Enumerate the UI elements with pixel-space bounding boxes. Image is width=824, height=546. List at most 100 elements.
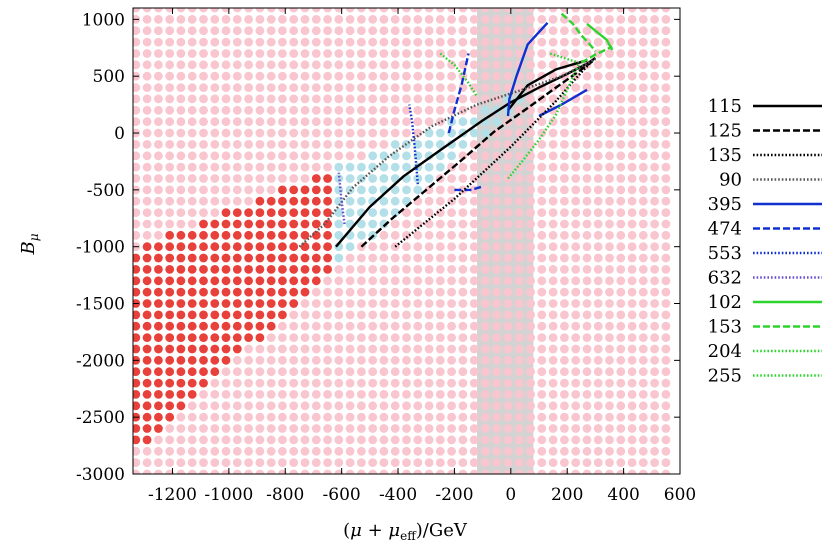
- scan-point-excluded: [142, 196, 152, 206]
- scan-point-excluded: [582, 412, 592, 422]
- scan-point-excluded: [571, 208, 581, 218]
- scan-point-excluded: [154, 230, 163, 240]
- scan-point-excluded: [133, 446, 141, 456]
- scan-point-excluded: [582, 94, 592, 104]
- scan-point-excluded: [368, 424, 378, 433]
- scan-point-excluded: [627, 424, 637, 433]
- scan-point-excluded: [232, 60, 242, 70]
- scan-point-red: [142, 424, 152, 433]
- scan-point-red: [142, 355, 152, 365]
- scan-point-excluded: [402, 8, 411, 13]
- scan-point-excluded: [424, 117, 434, 127]
- scan-point-excluded: [548, 242, 558, 252]
- scan-point-excluded: [458, 253, 468, 263]
- scan-point-excluded: [311, 128, 321, 138]
- scan-point-red: [187, 310, 197, 320]
- scan-point-excluded: [458, 390, 468, 399]
- scan-point-excluded: [300, 49, 310, 58]
- scan-point-excluded: [526, 390, 535, 399]
- scan-point-excluded: [133, 8, 141, 13]
- scan-point-excluded: [255, 435, 265, 445]
- scan-point-excluded: [571, 265, 581, 274]
- scan-point-excluded: [345, 412, 355, 422]
- scan-point-excluded: [165, 60, 175, 70]
- scan-point-red: [300, 208, 310, 218]
- scan-point-excluded: [345, 344, 355, 354]
- scan-point-excluded: [616, 287, 626, 297]
- scan-point-excluded: [481, 37, 490, 47]
- scan-point-excluded: [469, 310, 479, 320]
- scan-point-excluded: [481, 390, 490, 399]
- y-tick-label: -500: [87, 181, 125, 201]
- scan-point-excluded: [244, 344, 254, 354]
- scan-point-excluded: [458, 355, 468, 365]
- scan-point-excluded: [424, 196, 434, 206]
- scan-point-excluded: [187, 196, 197, 206]
- scan-point-excluded: [638, 26, 648, 36]
- scan-point-red: [244, 242, 254, 252]
- scan-point-excluded: [345, 287, 355, 297]
- scan-point-blue: [413, 174, 423, 183]
- scan-point-red: [133, 367, 141, 377]
- scan-point-excluded: [133, 469, 141, 474]
- scan-point-excluded: [593, 367, 603, 377]
- scan-point-excluded: [357, 378, 366, 388]
- scan-point-excluded: [255, 49, 265, 58]
- scan-point-excluded: [593, 242, 603, 252]
- scan-point-excluded: [661, 117, 671, 127]
- scan-point-excluded: [447, 26, 456, 36]
- scan-point-excluded: [199, 26, 208, 36]
- scan-point-excluded: [469, 401, 479, 411]
- scan-point-red: [323, 265, 332, 274]
- scan-point-red: [232, 287, 242, 297]
- scan-point-excluded: [334, 71, 344, 81]
- scan-point-excluded: [571, 219, 581, 229]
- scan-point-blue: [424, 140, 434, 149]
- y-tick-label: 0: [114, 124, 125, 144]
- scan-point-excluded: [582, 378, 592, 388]
- scan-point-excluded: [368, 378, 378, 388]
- scan-point-excluded: [402, 310, 411, 320]
- scan-point-excluded: [605, 117, 614, 127]
- scan-point-excluded: [492, 196, 502, 206]
- scan-point-excluded: [154, 94, 163, 104]
- scan-point-red: [210, 276, 220, 286]
- scan-point-excluded: [638, 71, 648, 81]
- curves-layer: [298, 12, 614, 248]
- scan-point-excluded: [357, 458, 366, 467]
- scan-point-excluded: [142, 8, 152, 13]
- scan-point-excluded: [481, 185, 490, 195]
- scan-point-excluded: [469, 446, 479, 456]
- scan-point-excluded: [413, 412, 423, 422]
- scan-point-excluded: [266, 117, 276, 127]
- scan-point-excluded: [379, 128, 389, 138]
- scan-point-excluded: [278, 446, 287, 456]
- scan-point-excluded: [413, 321, 423, 331]
- scan-point-excluded: [435, 83, 445, 92]
- scan-point-red: [255, 287, 265, 297]
- scan-point-excluded: [537, 196, 547, 206]
- scan-point-excluded: [402, 287, 411, 297]
- scan-point-excluded: [368, 401, 378, 411]
- scan-point-excluded: [413, 355, 423, 365]
- scan-point-excluded: [232, 390, 242, 399]
- scan-point-excluded: [503, 378, 513, 388]
- scan-point-excluded: [390, 333, 400, 342]
- scan-point-red: [300, 219, 310, 229]
- scan-point-excluded: [334, 8, 344, 13]
- scan-point-excluded: [255, 424, 265, 433]
- scan-point-excluded: [244, 378, 254, 388]
- scan-point-excluded: [289, 15, 299, 24]
- scan-point-excluded: [323, 424, 332, 433]
- scan-point-excluded: [402, 469, 411, 474]
- scan-point-excluded: [492, 242, 502, 252]
- scan-point-excluded: [638, 310, 648, 320]
- scan-point-excluded: [650, 310, 659, 320]
- scan-point-excluded: [661, 140, 671, 149]
- scan-point-red: [221, 208, 231, 218]
- scan-point-excluded: [154, 458, 163, 467]
- scan-point-excluded: [165, 196, 175, 206]
- scan-point-excluded: [560, 174, 569, 183]
- scan-point-excluded: [435, 446, 445, 456]
